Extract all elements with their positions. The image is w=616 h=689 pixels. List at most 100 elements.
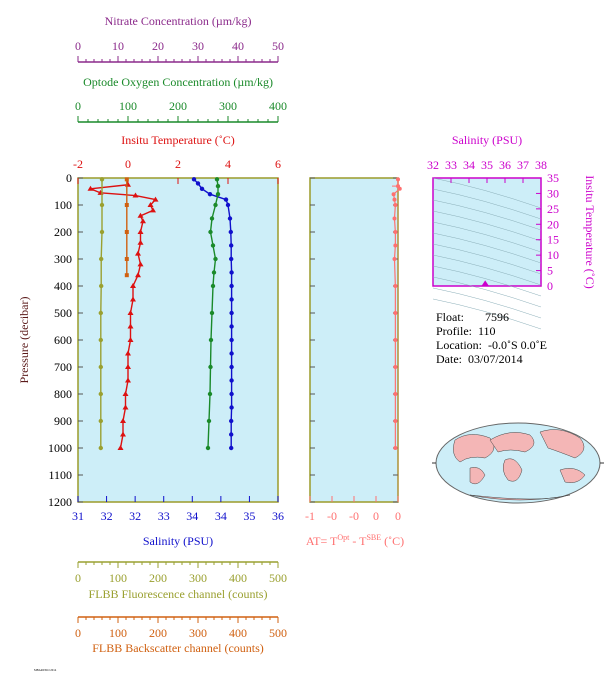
salinity-point bbox=[229, 337, 234, 343]
salinity-point bbox=[229, 432, 234, 437]
pressure-axis-title: Pressure (decibar) bbox=[17, 297, 31, 384]
fluorescence-point bbox=[99, 283, 104, 289]
temperature-point bbox=[87, 185, 94, 191]
density-contour bbox=[432, 265, 542, 297]
delta-t-point bbox=[396, 177, 400, 182]
ts-temperature-tick-label: 0 bbox=[547, 279, 553, 293]
delta-t-point bbox=[393, 243, 398, 248]
salinity-point bbox=[229, 405, 234, 410]
footer-credit: MBARI/SIO 2014 bbox=[34, 668, 57, 672]
nitrate-tick-label: 0 bbox=[75, 39, 81, 53]
pressure-tick-label: 600 bbox=[54, 333, 72, 347]
ts-salinity-tick-label: 37 bbox=[517, 158, 529, 172]
temperature-tick-label: 4 bbox=[225, 157, 231, 171]
temperature-point bbox=[130, 283, 136, 288]
delta-t-tick-label: 0 bbox=[373, 509, 379, 523]
delta-t-point bbox=[392, 257, 397, 261]
fluorescence-point bbox=[98, 364, 104, 370]
density-contour bbox=[432, 210, 542, 242]
oxygen-point bbox=[211, 270, 217, 275]
temperature-point bbox=[147, 202, 154, 207]
backscatter-point bbox=[124, 177, 129, 182]
fluorescence-point bbox=[98, 418, 104, 424]
salinity-point bbox=[229, 378, 234, 383]
ts-temperature-tick-label: 10 bbox=[547, 248, 559, 262]
ts-temperature-tick-label: 20 bbox=[547, 217, 559, 231]
nitrate-tick-label: 20 bbox=[152, 39, 164, 53]
profile-line: Profile: 110 bbox=[436, 324, 547, 338]
temperature-point bbox=[117, 445, 124, 450]
salinity-point bbox=[229, 270, 234, 275]
density-contour bbox=[432, 177, 542, 209]
pressure-tick-label: 900 bbox=[54, 414, 72, 428]
ts-salinity-tick-label: 38 bbox=[535, 158, 547, 172]
float-line: Float: 7596 bbox=[436, 310, 547, 324]
backscatter-point bbox=[124, 230, 129, 234]
temperature-point bbox=[125, 350, 131, 356]
delta-t-point bbox=[393, 446, 398, 450]
salinity-point bbox=[229, 297, 234, 302]
density-contour bbox=[432, 221, 542, 253]
salinity-point bbox=[229, 256, 234, 262]
delta-t-point bbox=[391, 192, 396, 197]
density-contour bbox=[432, 188, 542, 220]
temperature-point bbox=[125, 377, 131, 383]
temperature-point bbox=[152, 196, 159, 202]
temperature-point bbox=[135, 250, 141, 256]
date-label: Date: bbox=[436, 352, 462, 366]
oxygen-point bbox=[209, 310, 215, 316]
world-map-land bbox=[469, 494, 571, 501]
salinity-point bbox=[195, 181, 201, 186]
density-contour bbox=[432, 232, 542, 264]
oxygen-point bbox=[214, 177, 220, 182]
ts-salinity-tick-label: 33 bbox=[445, 158, 457, 172]
delta-t-point bbox=[393, 365, 398, 369]
world-map-land bbox=[559, 468, 586, 483]
oxygen-point bbox=[207, 391, 213, 397]
fluorescence-point bbox=[98, 310, 104, 316]
fluorescence-point bbox=[99, 256, 104, 262]
density-contour bbox=[432, 243, 542, 275]
oxygen-point bbox=[208, 337, 214, 343]
ts-temperature-tick-label: 15 bbox=[547, 233, 559, 247]
fluorescence-point bbox=[99, 202, 105, 208]
location-label: Location: bbox=[436, 338, 482, 352]
pressure-tick-label: 1100 bbox=[48, 468, 72, 482]
fluorescence-tick-label: 200 bbox=[149, 571, 167, 585]
nitrate-tick-label: 10 bbox=[112, 39, 124, 53]
series-line-1 bbox=[193, 178, 233, 448]
temperature-axis-title: Insitu Temperature (˚C) bbox=[121, 133, 235, 147]
oxygen-tick-label: 200 bbox=[169, 99, 187, 113]
oxygen-point bbox=[215, 192, 221, 197]
delta-t-point bbox=[393, 392, 398, 396]
ts-temperature-tick-label: 25 bbox=[547, 202, 559, 216]
backscatter-tick-label: 0 bbox=[75, 626, 81, 640]
salinity-point bbox=[229, 445, 234, 451]
series-line-2 bbox=[207, 179, 219, 449]
salinity-point bbox=[191, 177, 197, 182]
date-value: 03/07/2014 bbox=[468, 352, 523, 366]
fluorescence-point bbox=[99, 229, 105, 235]
backscatter-tick-label: 200 bbox=[149, 626, 167, 640]
delta-t-point bbox=[393, 284, 398, 288]
location-line: Location: -0.0˚S 0.0˚E bbox=[436, 338, 547, 352]
temperature-tick-label: -2 bbox=[73, 157, 83, 171]
salinity-point bbox=[229, 418, 234, 424]
oxygen-tick-label: 400 bbox=[269, 99, 287, 113]
temperature-tick-label: 6 bbox=[275, 157, 281, 171]
pressure-tick-label: 0 bbox=[66, 171, 72, 185]
backscatter-tick-label: 500 bbox=[269, 626, 287, 640]
float-value: 7596 bbox=[485, 310, 510, 324]
salinity-point bbox=[228, 229, 233, 235]
ts-temperature-tick-label: 5 bbox=[547, 264, 553, 278]
salinity-tick-label: 31 bbox=[72, 509, 84, 523]
profile-label: Profile: bbox=[436, 324, 472, 338]
oxygen-axis-title: Optode Oxygen Concentration (µm/kg) bbox=[83, 75, 273, 89]
fluorescence-point bbox=[98, 391, 104, 397]
fluorescence-point bbox=[98, 445, 104, 451]
salinity-point bbox=[229, 391, 234, 397]
oxygen-tick-label: 100 bbox=[119, 99, 137, 113]
backscatter-axis-title: FLBB Backscatter channel (counts) bbox=[92, 641, 264, 655]
oxygen-point bbox=[215, 183, 221, 189]
temperature-point bbox=[150, 207, 156, 213]
